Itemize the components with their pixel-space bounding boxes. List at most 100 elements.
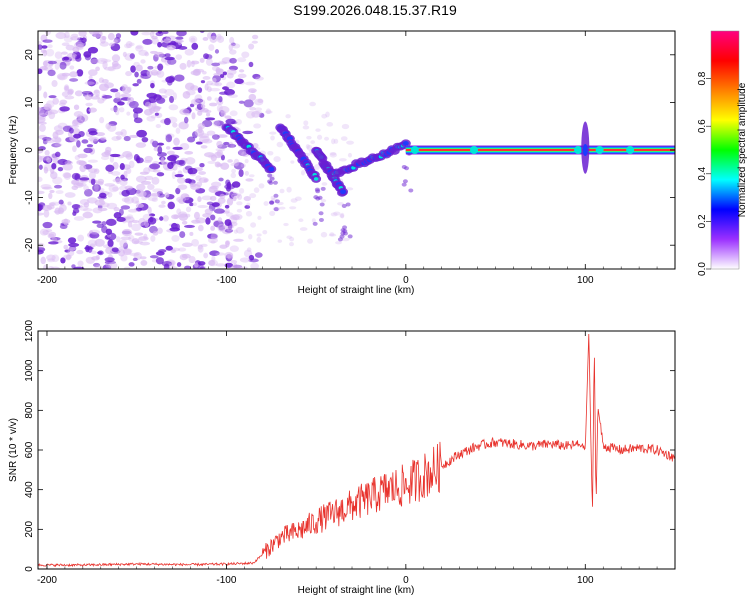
spectrogram-noise-blob [161,200,166,205]
spectrogram-streak-tail [347,234,353,239]
spectrogram-noise-blob [45,157,52,163]
spectrogram-noise-blob [176,208,182,215]
spectrogram-noise-blob [128,42,135,47]
spectrogram-noise-blob [248,61,254,68]
spectrogram-noise-blob [209,35,218,43]
spectrogram-noise-blob [202,76,211,80]
spectrogram-noise-blob [92,31,103,38]
spectrogram-noise-blob [277,239,283,243]
spectrogram-noise-blob [174,74,185,82]
spectrogram-x-tick-label: 0 [403,275,409,286]
spectrogram-noise-blob [136,157,144,164]
spectrogram-noise-blob [76,140,81,148]
spectrogram-noise-blob [105,228,113,235]
spectrogram-noise-blob [48,231,57,239]
spectrogram-noise-blob [215,252,226,256]
spectrogram-noise-blob [84,81,95,85]
spectrogram-noise-blob [156,227,163,234]
spectrogram-noise-blob [290,198,298,203]
spectrogram-noise-blob [71,264,76,269]
spectrogram-noise-blob [256,236,262,243]
colorbar-ticks: 0.0 0.2 0.4 0.6 0.8 [697,71,711,276]
snr-y-axis-label: SNR (10 * v/v) [8,418,19,482]
spectrogram-noise-blob [230,259,238,264]
spectrogram-noise-blob [67,249,75,257]
spectrogram-noise-blob [294,196,302,201]
spectrogram-noise-blob [333,138,339,144]
spectrogram-noise-blob [38,124,46,132]
spectrogram-noise-blob [191,60,200,65]
spectrogram-noise-blob [47,60,57,65]
spectrogram-noise-blob [149,255,159,259]
spectrogram-noise-blob [166,44,176,51]
spectrogram-noise-blob [131,196,140,204]
spectrogram-noise-blob [178,121,189,130]
spectrogram-noise-blob [119,162,125,170]
spectrogram-carrier-blob [470,146,479,154]
spectrogram-noise-blob [210,240,216,244]
spectrogram-noise-blob [111,54,121,63]
spectrogram-noise-blob [78,205,89,211]
spectrogram-noise-blob [44,31,52,36]
spectrogram-noise-blob [147,206,152,215]
spectrogram-noise-blob [61,42,70,47]
spectrogram-noise-blob [115,33,122,39]
spectrogram-noise-blob [184,224,195,228]
spectrogram-noise-blob [51,237,58,243]
spectrogram-noise-blob [328,233,337,237]
spectrogram-noise-blob [136,129,148,138]
spectrogram-noise-blob [122,248,132,256]
spectrogram-noise-blob [129,134,139,139]
spectrogram-noise-blob [38,68,43,75]
spectrogram-noise-blob [230,193,240,199]
spectrogram-noise-blob [72,46,80,53]
spectrogram-noise-blob [122,151,133,158]
spectrogram-noise-blob [55,32,67,40]
spectrogram-noise-blob [104,257,115,263]
spectrogram-noise-blob [116,135,122,140]
spectrogram-noise-blob [38,44,43,50]
spectrogram-noise-blob [113,207,120,212]
spectrogram-noise-blob [229,245,239,252]
spectrogram-noise-blob [203,53,209,60]
spectrogram-noise-blob [105,164,115,172]
spectrogram-noise-blob [128,208,138,213]
spectrogram-noise-blob [300,170,305,176]
spectrogram-noise-blob [151,140,159,148]
spectrogram-noise-blob [195,141,203,145]
spectrogram-streak-tail [401,182,407,187]
spectrogram-noise-blob [57,166,64,172]
spectrogram-noise-blob [236,208,243,213]
spectrogram-noise-blob [84,54,92,61]
spectrogram-noise-blob [238,69,245,73]
spectrogram-noise-blob [184,194,190,201]
spectrogram-noise-blob [206,80,214,86]
spectrogram-noise-blob [55,190,64,195]
spectrogram-streak-tail [269,176,275,181]
spectrogram-noise-blob [38,176,43,183]
spectrogram-noise-blob [139,171,149,175]
spectrogram-noise-blob [38,204,44,211]
spectrogram-noise-blob [156,172,165,177]
spectrogram-noise-blob [157,41,162,48]
spectrogram-noise-blob [166,146,171,150]
snr-x-ticks: -200 -100 0 100 [37,331,676,586]
spectrogram-noise-blob [205,117,216,121]
spectrogram-noise-blob [234,78,244,85]
spectrogram-noise-blob [175,127,181,134]
spectrogram-noise-blob [72,145,77,153]
spectrogram-noise-blob [111,60,119,68]
spectrogram-noise-blob [167,201,175,210]
spectrogram-noise-blob [45,48,55,57]
spectrogram-noise-blob [257,215,262,220]
spectrogram-noise-blob [211,134,220,140]
spectrogram-noise-blob [121,197,130,203]
spectrogram-noise-blob [164,88,175,96]
spectrogram-noise-blob [171,171,176,180]
spectrogram-noise-blob [199,163,205,168]
spectrogram-noise-blob [230,143,235,149]
spectrogram-streak-tail [267,173,273,178]
spectrogram-noise-blob [179,108,190,115]
spectrogram-noise-blob [152,231,159,236]
spectrogram-x-tick-label: 100 [577,275,594,286]
